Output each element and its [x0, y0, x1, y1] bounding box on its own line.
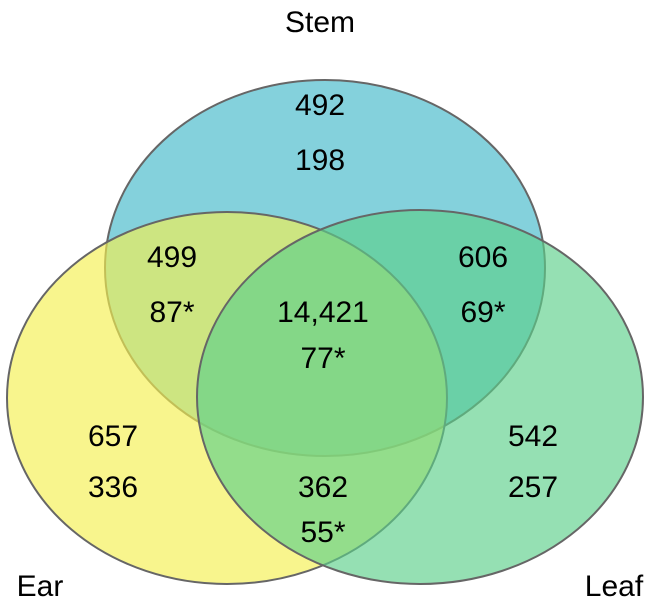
stem-ear-value-bottom: 87*	[149, 296, 194, 329]
set-circles	[6, 79, 644, 585]
set-label-leaf: Leaf	[585, 570, 644, 603]
set-labels: Stem Ear Leaf	[17, 6, 644, 603]
all-sets-value-top: 14,421	[277, 296, 369, 329]
circle-leaf	[196, 209, 644, 585]
stem-leaf-value-top: 606	[458, 241, 508, 274]
leaf-only-value-bottom: 257	[508, 471, 558, 504]
ear-only-value-bottom: 336	[88, 471, 138, 504]
stem-ear-value-top: 499	[147, 241, 197, 274]
stem-only-value-top: 492	[295, 89, 345, 122]
region-values: 492 198 499 87* 606 69* 14,421 77* 657 3…	[88, 89, 558, 549]
ear-leaf-value-bottom: 55*	[300, 516, 345, 549]
leaf-only-value-top: 542	[508, 420, 558, 453]
set-label-ear: Ear	[17, 570, 64, 603]
set-label-stem: Stem	[285, 6, 355, 39]
all-sets-value-bottom: 77*	[300, 342, 345, 375]
ear-leaf-value-top: 362	[298, 471, 348, 504]
ear-only-value-top: 657	[88, 420, 138, 453]
stem-leaf-value-bottom: 69*	[460, 296, 505, 329]
stem-only-value-bottom: 198	[295, 144, 345, 177]
